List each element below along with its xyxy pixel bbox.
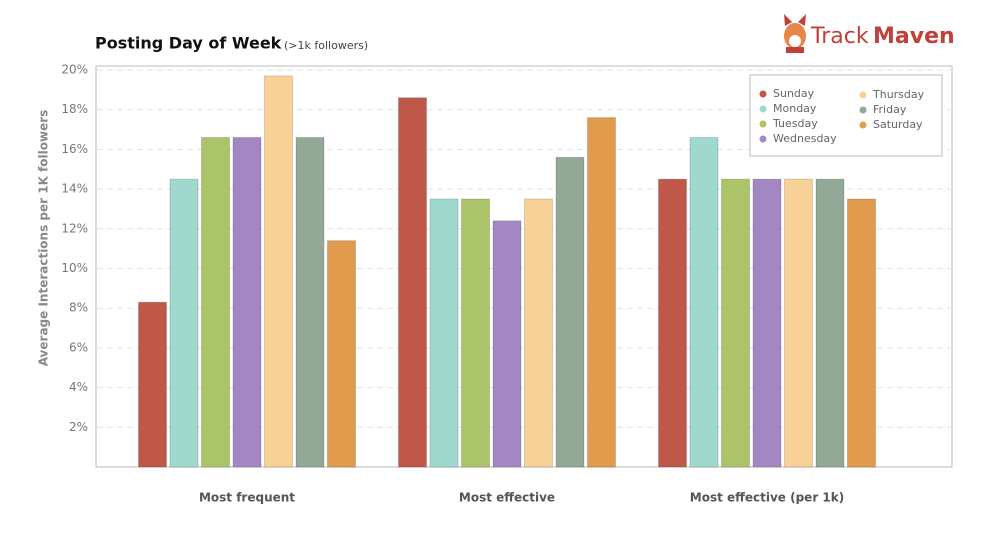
bar [201, 136, 230, 468]
bar [492, 220, 522, 468]
y-tick-label: 16% [61, 142, 88, 156]
y-tick-label: 18% [61, 102, 88, 116]
x-tick-label: Most frequent [199, 491, 295, 505]
legend-label: Saturday [873, 118, 923, 131]
bar [232, 136, 262, 468]
legend-swatch [759, 120, 767, 128]
bar [689, 136, 719, 468]
bar [815, 178, 845, 468]
logo-text: Maven [873, 24, 955, 49]
y-tick-label: 14% [61, 182, 88, 196]
y-tick-label: 12% [61, 221, 88, 235]
logo-text: Track [810, 24, 869, 49]
legend-label: Wednesday [773, 132, 837, 145]
chart-title: Posting Day of Week [95, 34, 282, 53]
bar [587, 117, 616, 468]
bar [752, 178, 782, 468]
x-tick-label: Most effective [459, 491, 555, 505]
y-axis-label: Average Interactions per 1K followers [37, 110, 51, 367]
legend-label: Sunday [773, 87, 815, 100]
legend-swatch [759, 135, 767, 143]
bar [555, 156, 585, 468]
legend-swatch [859, 106, 867, 114]
bar [847, 198, 876, 468]
y-tick-label: 10% [61, 261, 88, 275]
bar [461, 198, 490, 468]
legend-swatch [759, 90, 767, 98]
bar [264, 75, 293, 468]
y-tick-label: 20% [61, 62, 88, 76]
legend-box [749, 74, 943, 157]
y-tick-label: 8% [69, 301, 88, 315]
legend-label: Monday [773, 102, 817, 115]
plot-frame [95, 65, 953, 468]
y-tick-label: 4% [69, 380, 88, 394]
bar [658, 178, 687, 468]
legend-swatch [859, 121, 867, 129]
legend-label: Tuesday [772, 117, 818, 130]
bar [721, 178, 750, 468]
bar [138, 301, 167, 468]
bar [398, 97, 427, 468]
bar [169, 178, 199, 468]
bar [524, 198, 553, 468]
legend-label: Thursday [872, 88, 925, 101]
legend-swatch [859, 91, 867, 99]
legend-swatch [759, 105, 767, 113]
x-tick-label: Most effective (per 1k) [690, 491, 844, 505]
bar [327, 240, 356, 468]
legend-label: Friday [873, 103, 907, 116]
logo-icon [784, 14, 806, 53]
bar [429, 198, 459, 468]
bar [295, 136, 325, 468]
chart-subtitle: (>1k followers) [284, 39, 368, 52]
y-tick-label: 2% [69, 420, 88, 434]
bar [784, 178, 813, 468]
y-tick-label: 6% [69, 340, 88, 354]
